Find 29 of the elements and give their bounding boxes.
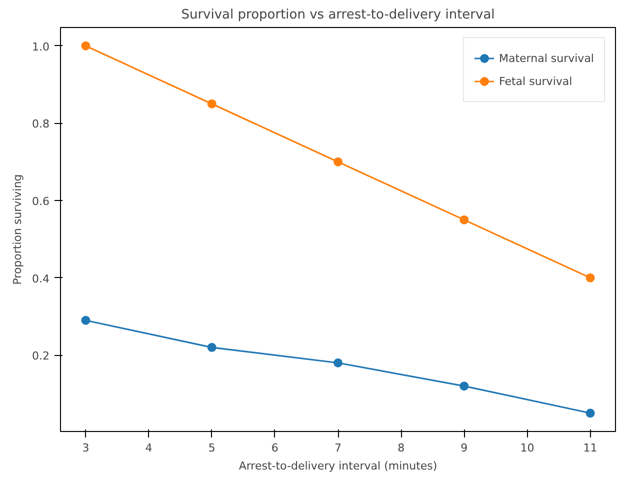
x-tick-label: 7: [334, 442, 342, 454]
point: [586, 408, 595, 418]
y-axis-title: Proportion surviving: [11, 174, 24, 285]
point: [81, 41, 90, 50]
x-tick-label: 5: [208, 442, 216, 454]
point: [207, 99, 216, 108]
chart-title: Survival proportion vs arrest-to-delivery interval: [181, 8, 495, 22]
y-tick-label: 0.6: [32, 195, 50, 208]
y-tick-label: 1.0: [32, 40, 50, 54]
point: [334, 157, 342, 166]
y-tick-label: 0.2: [32, 350, 50, 363]
point: [81, 316, 90, 325]
x-tick-label: 6: [271, 442, 278, 454]
y-tick-label: 0.8: [32, 118, 50, 131]
legend-label: Fetal survival: [498, 74, 572, 88]
point: [460, 382, 469, 391]
x-tick-label: 8: [398, 442, 405, 454]
legend-label: Maternal survival: [498, 52, 594, 64]
x-axis-title: Arrest-to-delivery interval (minutes): [238, 460, 438, 472]
y-tick-label: 0.4: [32, 272, 50, 286]
point: [586, 273, 595, 282]
point: [207, 342, 216, 352]
x-tick-label: 11: [583, 442, 598, 454]
x-tick-label: 10: [520, 442, 534, 454]
x-tick-label: 3: [82, 442, 90, 454]
x-tick-label: 4: [145, 442, 152, 454]
point: [460, 215, 469, 224]
point: [334, 358, 342, 368]
x-tick-label: 9: [460, 442, 468, 454]
